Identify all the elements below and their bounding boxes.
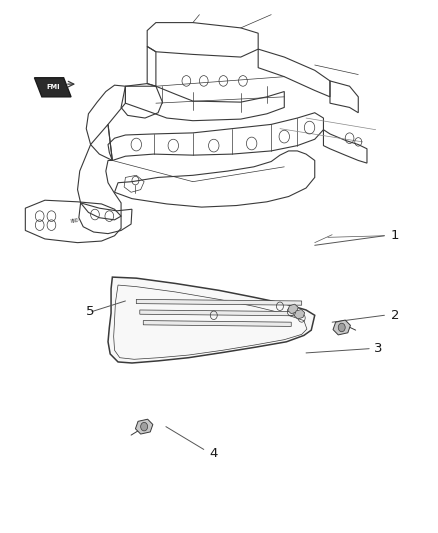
Text: 3: 3	[374, 342, 382, 355]
Polygon shape	[35, 78, 71, 97]
Text: 5: 5	[86, 305, 95, 318]
Text: 4: 4	[209, 447, 218, 459]
Circle shape	[141, 422, 148, 431]
Text: 2: 2	[391, 309, 399, 322]
Circle shape	[338, 323, 345, 332]
Polygon shape	[288, 304, 298, 314]
Polygon shape	[108, 277, 315, 363]
Polygon shape	[136, 300, 302, 305]
Polygon shape	[143, 320, 291, 326]
Polygon shape	[140, 310, 297, 316]
Text: 1: 1	[391, 229, 399, 242]
Polygon shape	[294, 310, 305, 319]
Polygon shape	[333, 320, 350, 335]
Text: NNO: NNO	[70, 218, 79, 224]
Text: FMI: FMI	[47, 84, 60, 90]
Polygon shape	[135, 419, 153, 434]
